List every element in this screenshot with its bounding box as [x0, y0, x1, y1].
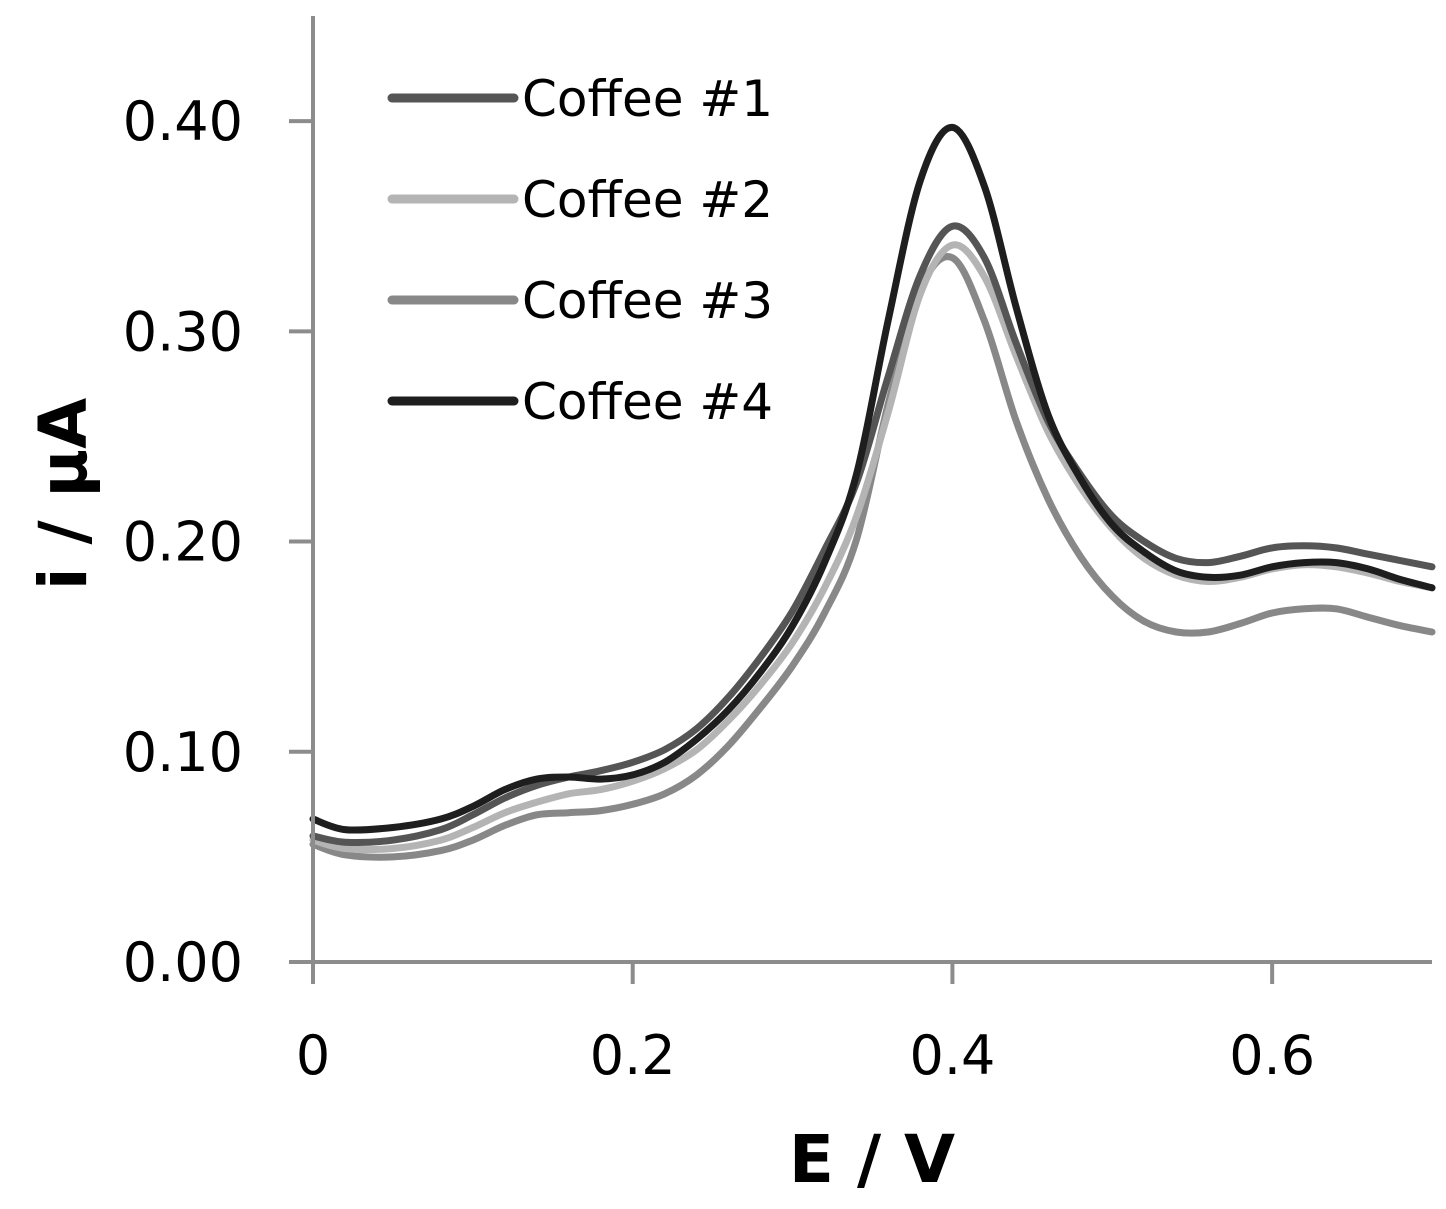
x-tick-label: 0	[296, 1024, 330, 1087]
ticks-layer: 0.00 0.10 0.20 0.30 0.40 0 0.2 0.4 0.6	[123, 90, 1315, 1087]
legend-label-coffee-4: Coffee #4	[522, 373, 773, 431]
legend: Coffee #1 Coffee #2 Coffee #3 Coffee #4	[387, 70, 773, 431]
y-tick-label: 0.10	[123, 721, 243, 784]
series-line-coffee-1	[309, 222, 1436, 846]
x-axis-title: E / V	[789, 1121, 955, 1198]
series-line-coffee-4	[309, 123, 1436, 834]
axes-layer	[311, 16, 1432, 964]
legend-label-coffee-3: Coffee #3	[522, 272, 773, 330]
y-tick-label: 0.20	[123, 511, 243, 574]
legend-label-coffee-1: Coffee #1	[522, 70, 773, 128]
series-layer	[309, 123, 1436, 861]
x-tick-label: 0.2	[590, 1024, 676, 1087]
legend-label-coffee-2: Coffee #2	[522, 171, 773, 229]
y-tick-label: 0.30	[123, 300, 243, 363]
y-tick-label: 0.40	[123, 90, 243, 153]
x-tick-label: 0.4	[909, 1024, 995, 1087]
x-tick-label: 0.6	[1229, 1024, 1315, 1087]
series-line-coffee-3	[309, 253, 1436, 861]
y-axis-title: i / µA	[25, 398, 102, 590]
y-tick-label: 0.00	[123, 931, 243, 994]
